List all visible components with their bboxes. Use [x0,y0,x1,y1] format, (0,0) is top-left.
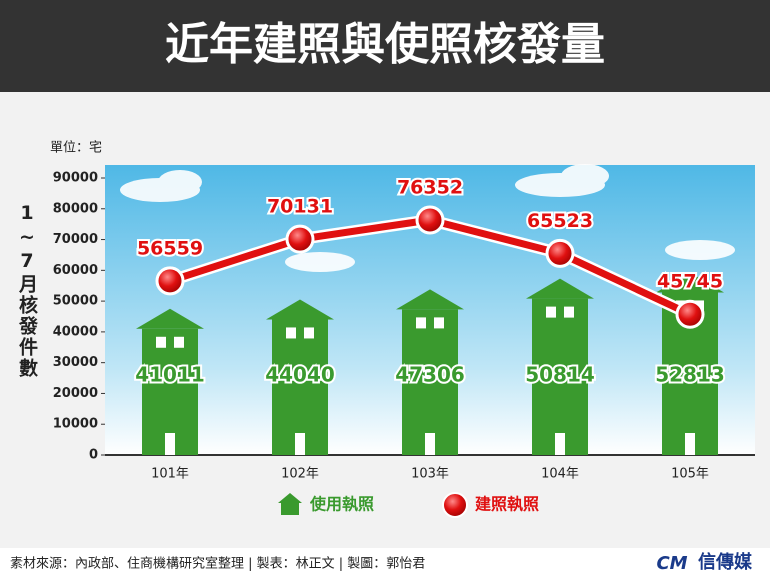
house-roof [136,308,204,329]
house-window [156,336,166,348]
line-value-label: 45745 [657,271,723,293]
y-tick-label: 20000 [53,386,98,401]
line-value-label: 76352 [397,177,463,199]
clouds [120,164,735,272]
bar-value-label: 52813 [655,363,725,387]
house-roof [396,289,464,310]
line-point [285,224,315,254]
line-value-label: 56559 [137,237,203,259]
bar-value-label: 44040 [265,363,335,387]
y-tick-label: 90000 [53,171,98,186]
x-tick-label: 103年 [411,467,449,482]
house-roof [266,299,334,320]
house-window [546,306,556,318]
line-point [415,205,445,235]
unit-label: 單位：宅 [50,141,102,156]
house-window [564,306,574,318]
logo-mark: CM [656,553,687,574]
y-tick-label: 60000 [53,263,98,278]
chart-title: 近年建照與使照核發量 [165,19,605,70]
y-tick-label: 10000 [53,417,98,432]
bar-value-label: 50814 [525,363,595,387]
house-window [286,327,296,339]
bar [532,298,588,455]
house-window [434,317,444,329]
legend-icon [281,503,299,515]
legend-label: 建照執照 [475,495,539,514]
bar [272,319,328,455]
y-tick-label: 40000 [53,324,98,339]
line-value-label: 65523 [527,210,593,232]
x-tick-label: 104年 [541,467,579,482]
line-point [675,299,705,329]
x-tick-label: 101年 [151,467,189,482]
line-point [545,238,575,268]
line-value-label: 70131 [267,196,333,218]
footer-bar [0,548,770,580]
legend-icon [278,493,302,503]
house-door [425,433,435,455]
title-bar [0,0,770,92]
house-door [685,433,695,455]
line-point [155,266,185,296]
house-roof [656,272,724,293]
y-tick-label: 0 [89,448,98,463]
house-roof [526,278,594,299]
house-window [416,317,426,329]
bar-value-label: 47306 [395,363,465,387]
legend-icon [442,492,468,518]
x-tick-label: 105年 [671,467,709,482]
footer-source: 素材來源：內政部、住商機構研究室整理 | 製表：林正文 | 製圖：郭怡君 [10,556,425,572]
x-tick-label: 102年 [281,467,319,482]
y-axis-label: 1~7月核發件數 [16,202,38,379]
legend-label: 使用執照 [309,495,374,514]
y-tick-label: 70000 [53,232,98,247]
bar-value-label: 41011 [135,363,205,387]
house-door [295,433,305,455]
y-tick-label: 80000 [53,201,98,216]
y-tick-label: 50000 [53,294,98,309]
house-window [174,336,184,348]
y-tick-label: 30000 [53,355,98,370]
house-door [165,433,175,455]
house-window [304,327,314,339]
house-door [555,433,565,455]
bar [402,309,458,455]
logo-text: 信傳媒 [698,551,753,573]
